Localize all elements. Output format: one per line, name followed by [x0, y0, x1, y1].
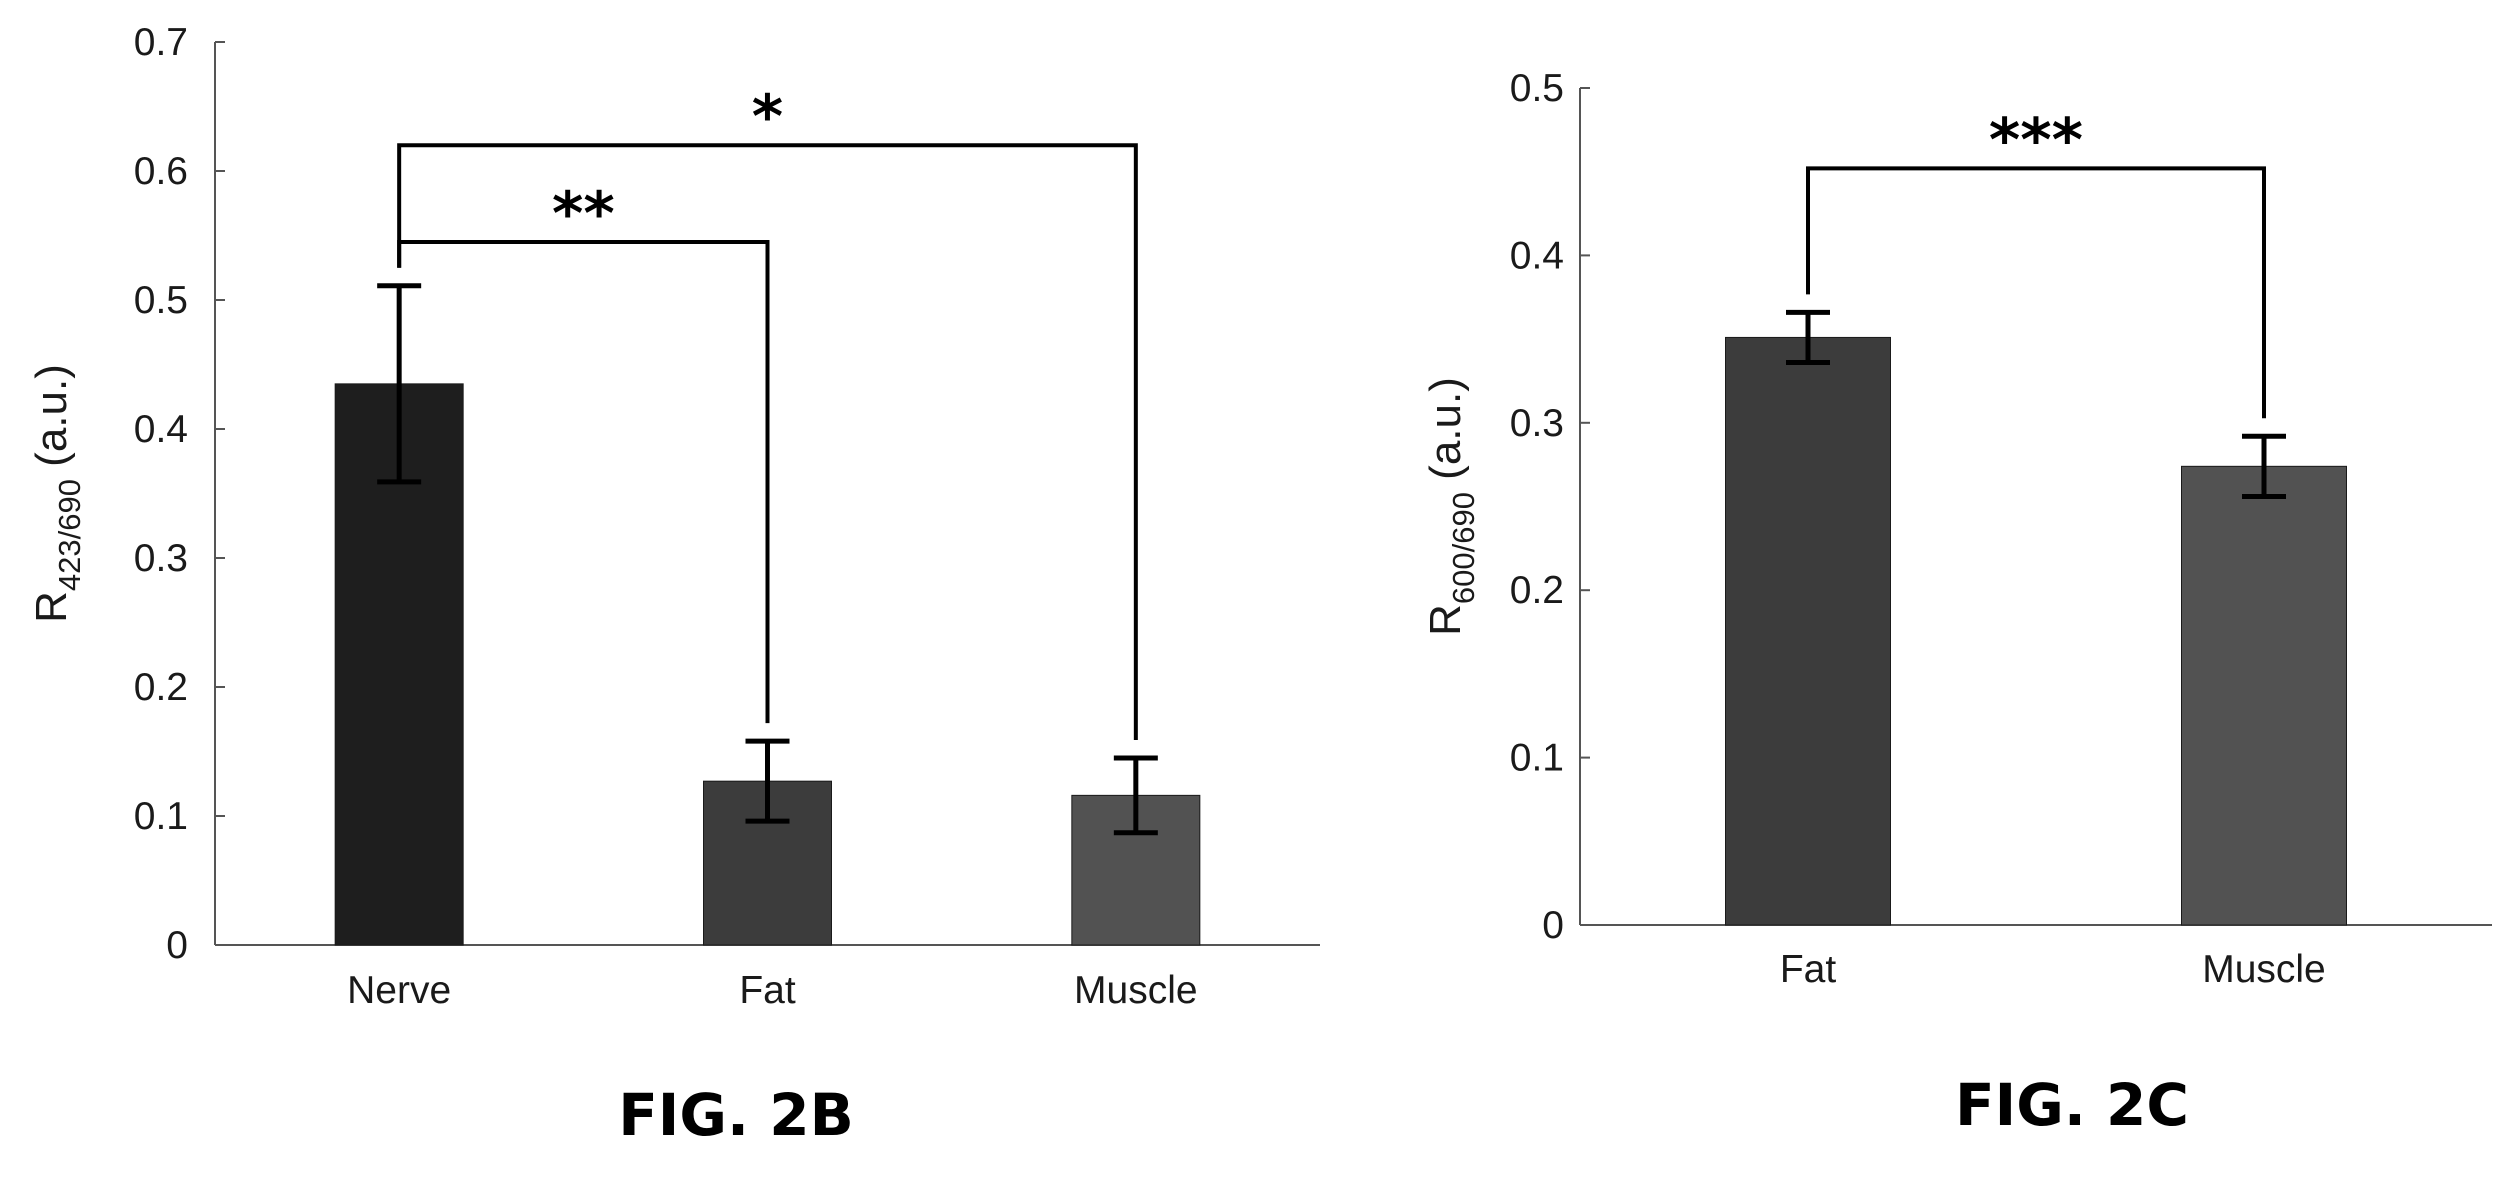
y-axis-title-unit: (a.u.) — [27, 364, 76, 479]
significance-label-nerve-fat: ** — [552, 179, 615, 249]
y-axis-title-unit: (a.u.) — [1421, 377, 1470, 492]
y-tick-label: 0.2 — [1510, 569, 1564, 612]
y-axis-title-main: R — [27, 591, 76, 623]
significance-bracket-nerve-muscle — [397, 143, 1138, 740]
y-tick-label: 0.1 — [134, 795, 188, 838]
y-tick-label: 0.6 — [134, 150, 188, 193]
figure-caption: FIG. 2B — [618, 1081, 854, 1149]
x-tick-label-fat: Fat — [1780, 948, 1837, 991]
y-axis-title-subscript: 600/690 — [1446, 492, 1481, 604]
significance-label-fat-muscle: *** — [1989, 105, 2083, 175]
y-tick-label: 0.3 — [1510, 402, 1564, 445]
y-tick-label: 0.1 — [1510, 737, 1564, 780]
y-axis-title: R423/690 (a.u.) — [27, 364, 87, 623]
y-tick-label: 0.7 — [134, 21, 188, 64]
significance-label-nerve-muscle: * — [752, 82, 783, 152]
x-tick-label-nerve: Nerve — [347, 969, 451, 1012]
y-tick-label: 0.4 — [1510, 234, 1564, 277]
y-tick-label: 0.4 — [134, 408, 188, 451]
y-tick-label: 0.2 — [134, 666, 188, 709]
y-tick-label: 0.3 — [134, 537, 188, 580]
significance-bracket-fat-muscle — [1806, 166, 2266, 419]
chart-panel-fig-2c: 0 0.1 0.2 0.3 0.4 0.5 Fat Muscle *** R600/690 (a.… — [1421, 67, 2492, 1139]
y-axis-title-main: R — [1421, 604, 1470, 636]
x-tick-label-fat: Fat — [739, 969, 796, 1012]
y-tick-label: 0 — [1542, 904, 1564, 947]
y-tick-label: 0 — [166, 924, 188, 967]
bar-muscle — [2181, 465, 2347, 926]
x-tick-label-muscle: Muscle — [1074, 969, 1198, 1012]
y-tick-label: 0.5 — [1510, 67, 1564, 110]
bar-fat — [1725, 336, 1891, 926]
x-tick-label-muscle: Muscle — [2202, 948, 2326, 991]
figure-caption: FIG. 2C — [1955, 1071, 2189, 1139]
y-tick-label: 0.5 — [134, 279, 188, 322]
y-axis-title: R600/690 (a.u.) — [1421, 377, 1481, 636]
y-axis-title-subscript: 423/690 — [52, 479, 87, 591]
